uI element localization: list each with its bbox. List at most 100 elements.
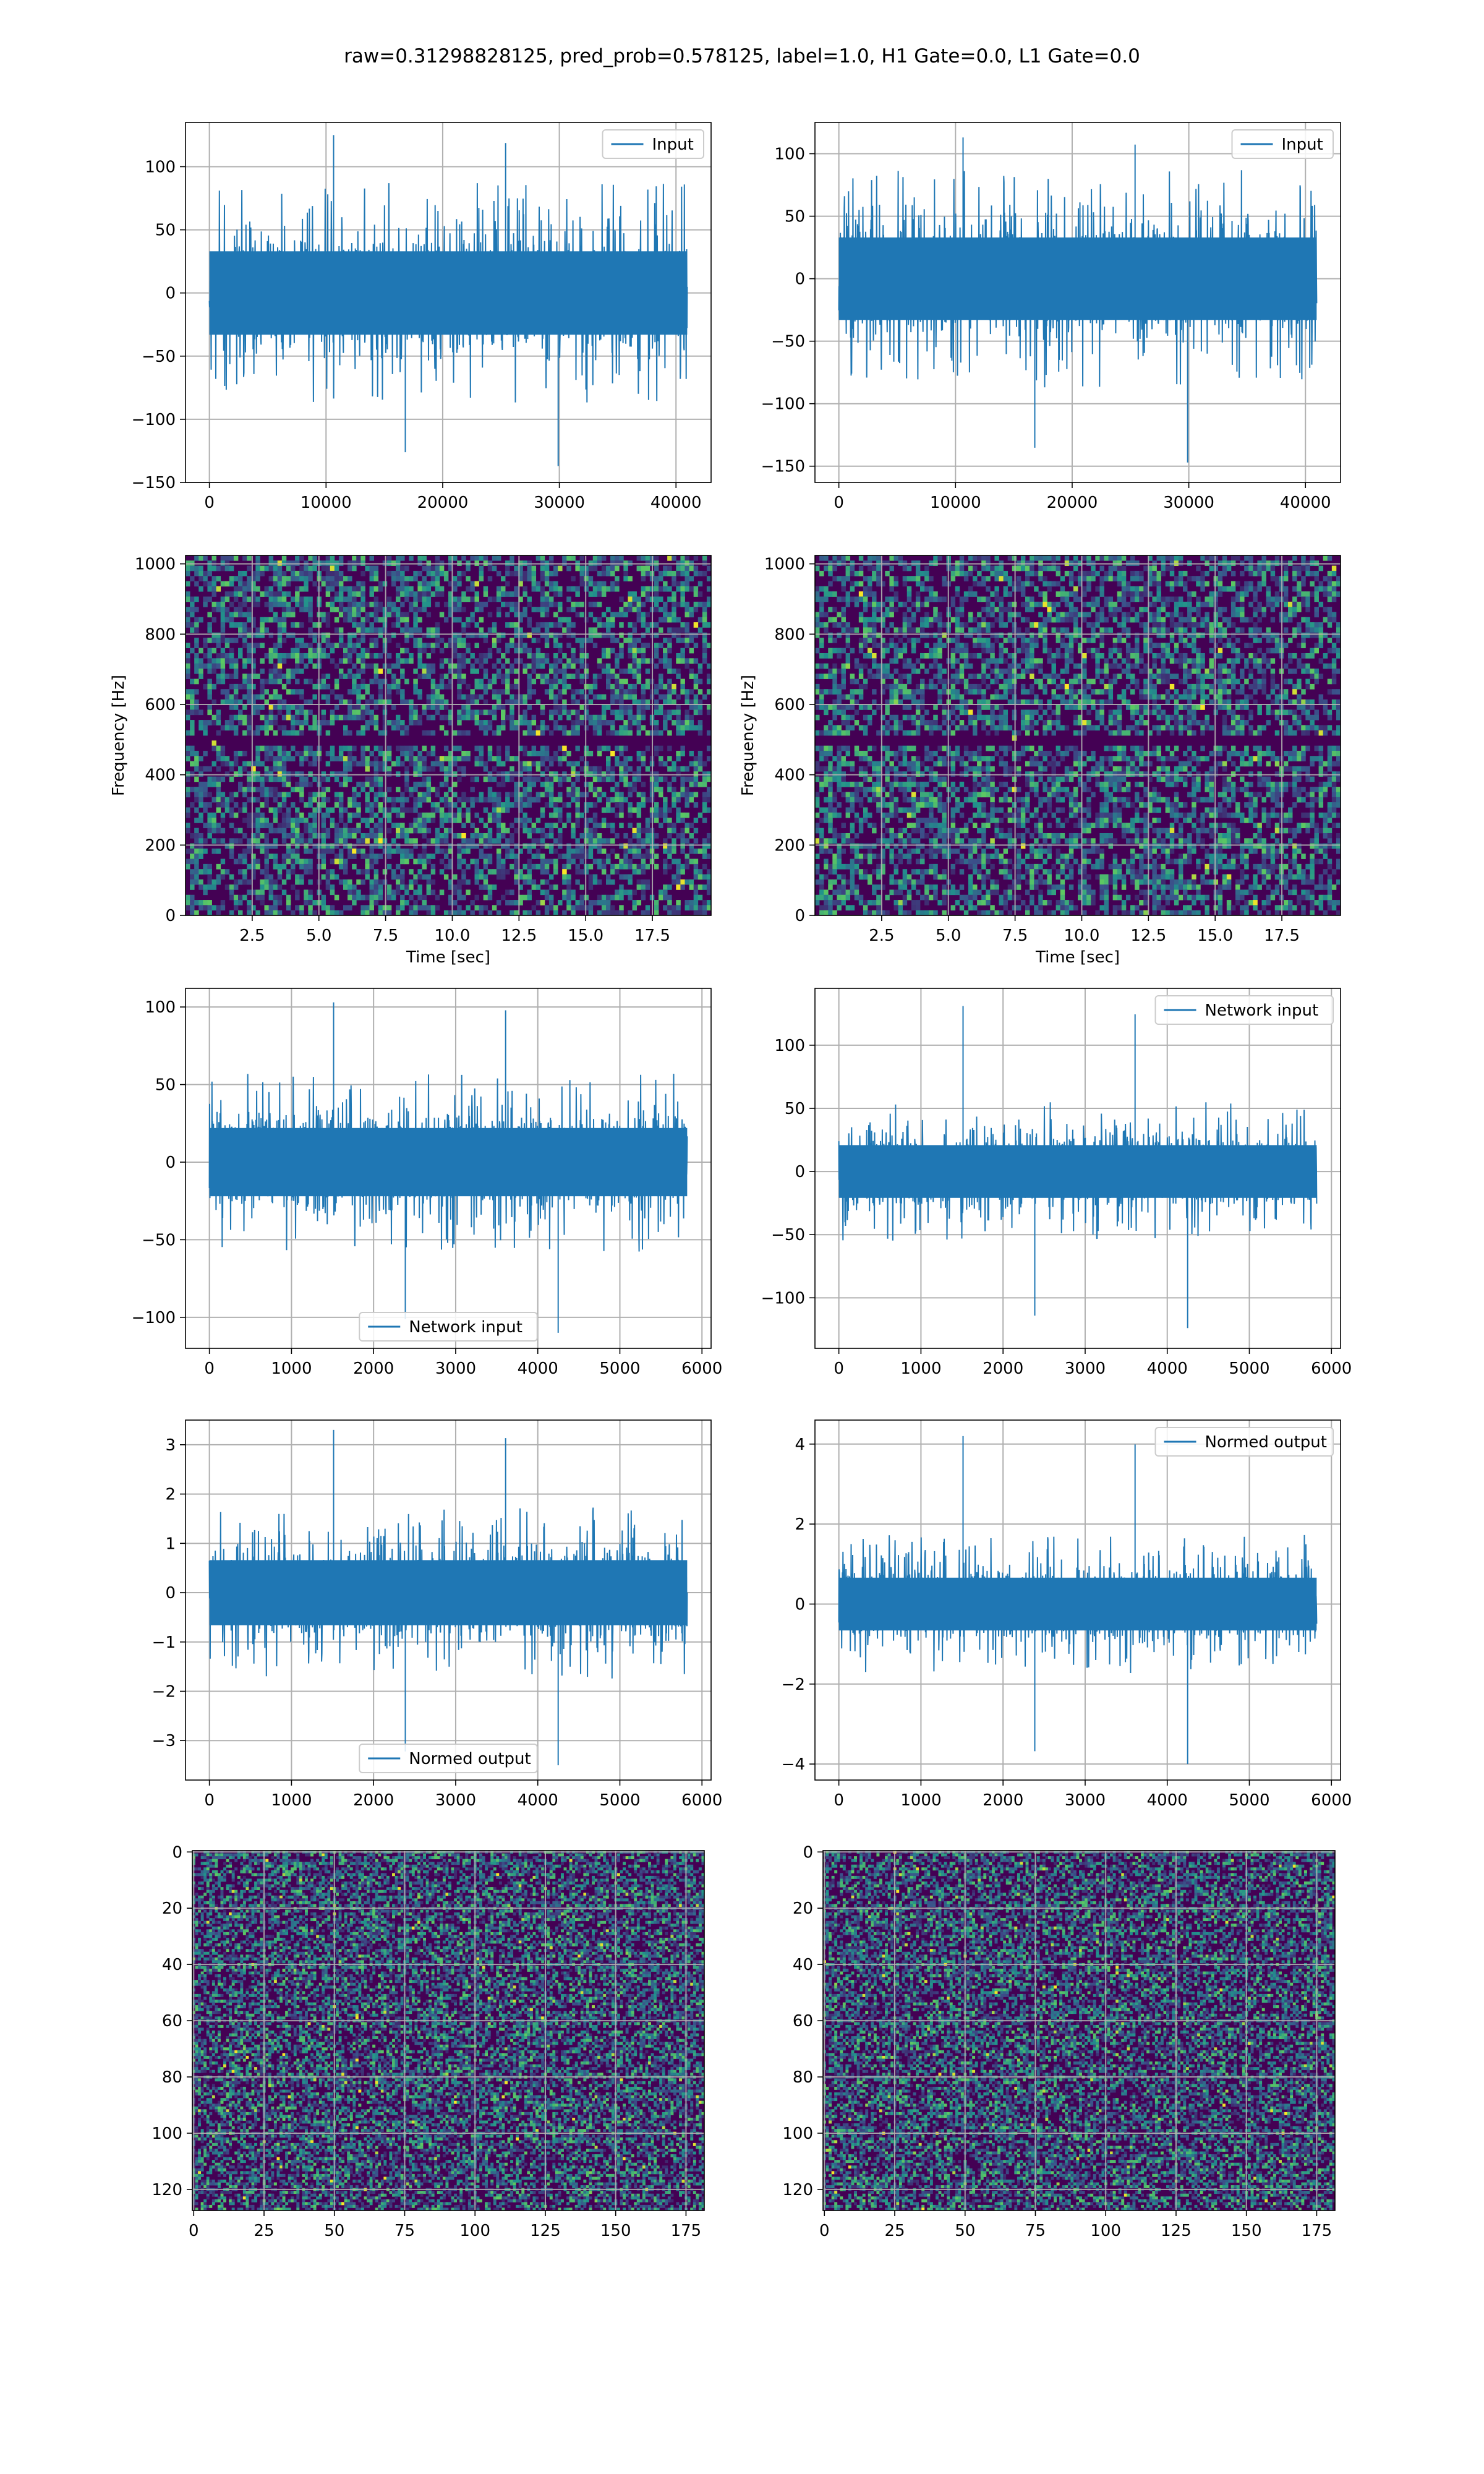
- heatmap-cell: [321, 674, 326, 679]
- heatmap-cell: [439, 812, 445, 818]
- heatmap-cell: [356, 683, 361, 690]
- heatmap-cell: [413, 745, 418, 751]
- heatmap-cell: [510, 555, 514, 561]
- heatmap-cell: [439, 612, 445, 618]
- heatmap-cell: [553, 812, 558, 818]
- heatmap-cell: [615, 869, 620, 875]
- heatmap-cell: [291, 823, 296, 829]
- heatmap-cell: [216, 776, 221, 782]
- heatmap-cell: [281, 771, 287, 777]
- heatmap-cell: [553, 750, 558, 756]
- heatmap-cell: [632, 622, 637, 628]
- heatmap-cell: [277, 658, 283, 664]
- heatmap-cell: [439, 807, 445, 813]
- heatmap-cell: [592, 674, 598, 679]
- heatmap-cell: [343, 863, 348, 870]
- heatmap-cell: [1055, 570, 1061, 576]
- heatmap-cell: [1047, 581, 1052, 587]
- heatmap-cell: [413, 607, 418, 612]
- heatmap-cell: [378, 766, 383, 772]
- heatmap-cell: [544, 565, 550, 571]
- heatmap-cell: [229, 910, 234, 915]
- heatmap-cell: [422, 854, 427, 859]
- heatmap-cell: [443, 771, 449, 777]
- heatmap-cell: [915, 581, 921, 587]
- heatmap-cell: [268, 586, 274, 592]
- heatmap-cell: [426, 591, 432, 597]
- heatmap-cell: [356, 807, 361, 813]
- heatmap-cell: [198, 833, 203, 839]
- heatmap-cell: [378, 601, 383, 607]
- heatmap-cell: [396, 663, 401, 669]
- heatmap-cell: [268, 823, 274, 829]
- heatmap-cell: [470, 900, 475, 905]
- heatmap-cell: [413, 683, 418, 690]
- heatmap-cell: [220, 699, 226, 705]
- heatmap-cell: [277, 663, 283, 669]
- heatmap-cell: [325, 797, 331, 803]
- heatmap-cell: [505, 683, 510, 690]
- heatmap-cell: [540, 843, 545, 849]
- heatmap-cell: [439, 858, 445, 865]
- heatmap-cell: [828, 570, 833, 576]
- heatmap-cell: [325, 622, 331, 628]
- heatmap-cell: [610, 617, 615, 623]
- heatmap-cell: [400, 555, 405, 561]
- heatmap-cell: [955, 565, 960, 571]
- heatmap-cell: [426, 879, 432, 885]
- heatmap-cell: [330, 555, 335, 561]
- heatmap-cell: [304, 745, 309, 751]
- heatmap-cell: [386, 818, 392, 823]
- heatmap-cell: [845, 576, 851, 581]
- heatmap-cell: [479, 797, 484, 803]
- heatmap-cell: [281, 797, 287, 803]
- heatmap-cell: [400, 807, 405, 813]
- heatmap-cell: [680, 720, 685, 726]
- heatmap-cell: [194, 668, 199, 674]
- heatmap-cell: [697, 905, 703, 911]
- heatmap-cell: [356, 601, 361, 607]
- heatmap-cell: [680, 653, 685, 659]
- heatmap-cell: [286, 874, 291, 880]
- heatmap-cell: [457, 668, 462, 674]
- heatmap-cell: [689, 648, 694, 654]
- heatmap-cell: [632, 720, 637, 726]
- heatmap-cell: [1020, 555, 1026, 561]
- heatmap-cell: [453, 617, 458, 623]
- heatmap-cell: [535, 828, 541, 834]
- heatmap-cell: [194, 653, 199, 659]
- heatmap-cell: [338, 833, 344, 839]
- heatmap-cell: [295, 905, 300, 911]
- heatmap-cell: [426, 570, 432, 576]
- heatmap-cell: [466, 756, 471, 761]
- heatmap-cell: [203, 683, 208, 690]
- heatmap-cell: [667, 555, 672, 561]
- heatmap-cell: [439, 714, 445, 721]
- heatmap-cell: [382, 725, 388, 731]
- heatmap-cell: [540, 565, 545, 571]
- heatmap-cell: [413, 576, 418, 581]
- heatmap-cell: [211, 761, 216, 767]
- heatmap-cell: [474, 833, 479, 839]
- heatmap-cell: [1261, 565, 1266, 571]
- heatmap-cell: [510, 720, 514, 726]
- heatmap-cell: [260, 818, 265, 823]
- heatmap-cell: [566, 894, 571, 901]
- heatmap-cell: [391, 823, 396, 829]
- heatmap-cell: [597, 823, 602, 829]
- heatmap-cell: [247, 787, 252, 792]
- heatmap-cell: [510, 683, 514, 690]
- heatmap-cell: [558, 776, 563, 782]
- heatmap-cell: [312, 648, 317, 654]
- heatmap-cell: [373, 879, 379, 885]
- heatmap-cell: [676, 668, 681, 674]
- heatmap-cell: [684, 689, 689, 695]
- heatmap-cell: [373, 668, 379, 674]
- heatmap-cell: [505, 848, 510, 854]
- heatmap-cell: [527, 858, 532, 865]
- heatmap-cell: [588, 838, 594, 844]
- heatmap-cell: [413, 761, 418, 767]
- heatmap-cell: [198, 905, 203, 911]
- heatmap-cell: [404, 565, 409, 571]
- heatmap-cell: [693, 802, 699, 808]
